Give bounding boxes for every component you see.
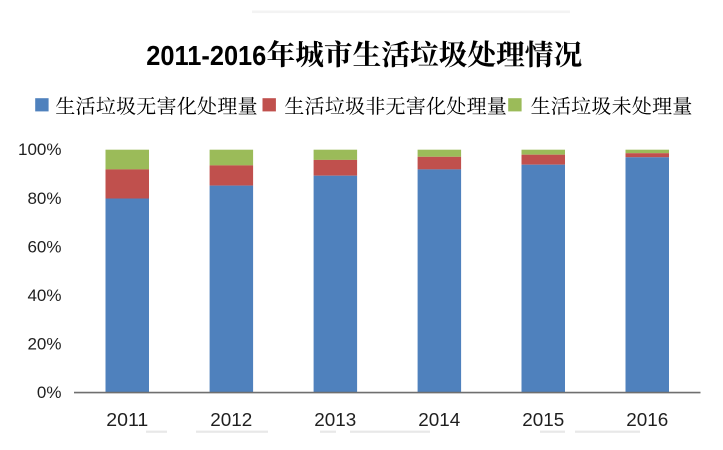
svg-text:2016: 2016: [626, 409, 668, 430]
svg-text:2011-2016: 2011-2016: [146, 40, 266, 71]
svg-text:20%: 20%: [27, 335, 61, 354]
svg-text:2011: 2011: [106, 409, 148, 430]
svg-text:2013: 2013: [314, 409, 356, 430]
svg-text:60%: 60%: [27, 237, 61, 256]
svg-text:2015: 2015: [522, 409, 564, 430]
svg-text:80%: 80%: [27, 189, 61, 208]
svg-text:2014: 2014: [418, 409, 460, 430]
svg-text:0%: 0%: [37, 383, 62, 402]
svg-text:40%: 40%: [27, 286, 61, 305]
svg-text:2012: 2012: [210, 409, 252, 430]
svg-text:100%: 100%: [18, 140, 61, 159]
